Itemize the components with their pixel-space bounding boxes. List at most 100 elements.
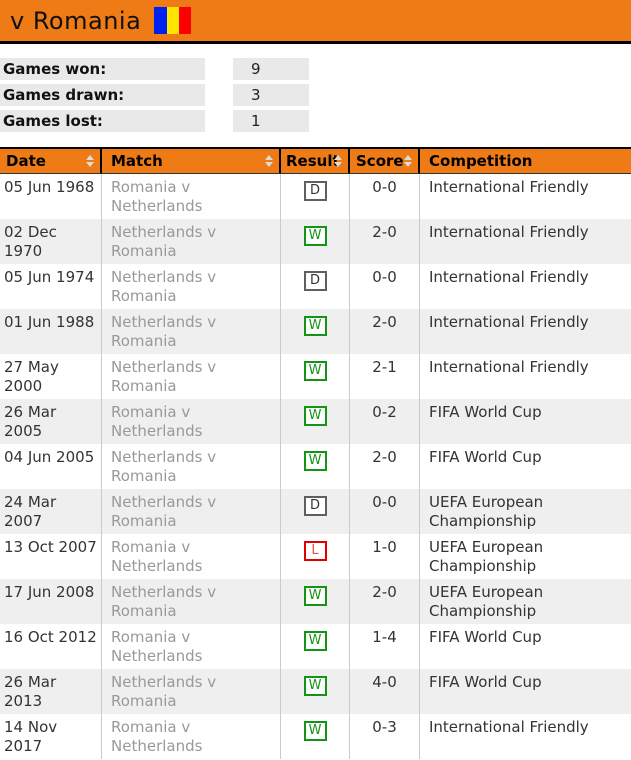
flag-stripe-blue (154, 7, 167, 34)
stat-label: Games drawn: (0, 84, 205, 106)
match-date: 05 Jun 1968 (0, 174, 102, 219)
result-badge: D (303, 271, 327, 291)
match-competition: FIFA World Cup (429, 628, 542, 646)
stat-value: 1 (233, 110, 309, 132)
result-badge: W (303, 226, 327, 246)
flag-stripe-yellow (166, 7, 179, 34)
result-badge: D (303, 496, 327, 516)
match-date: 01 Jun 1988 (0, 309, 102, 354)
match-date: 02 Dec 1970 (0, 219, 102, 264)
result-badge: L (303, 541, 327, 561)
match-competition: International Friendly (429, 268, 589, 286)
stat-label: Games won: (0, 58, 205, 80)
match-date: 05 Jun 1974 (0, 264, 102, 309)
match-result-cell: W (281, 399, 350, 444)
table-row: 17 Jun 2008 Netherlands v Romania W 2-0 UEFA… (0, 579, 631, 624)
results-table: Date Match Result Score Competition 05 Jun 1… (0, 147, 631, 759)
match-date: 26 Mar 2005 (0, 399, 102, 444)
match-date: 24 Mar 2007 (0, 489, 102, 534)
result-badge: W (303, 316, 327, 336)
match-result-cell: W (281, 714, 350, 759)
match-competition: UEFA European Championship (429, 538, 544, 575)
match-teams: Netherlands v Romania (102, 264, 281, 309)
table-row: 05 Jun 1974 Netherlands v Romania D 0-0 Inte… (0, 264, 631, 309)
match-score: 0-0 (350, 174, 420, 219)
match-teams: Netherlands v Romania (102, 219, 281, 264)
match-result-cell: W (281, 444, 350, 489)
match-result-cell: W (281, 309, 350, 354)
match-competition: International Friendly (429, 718, 589, 736)
column-header-date[interactable]: Date (0, 149, 102, 173)
match-competition: FIFA World Cup (429, 673, 542, 691)
match-result-cell: D (281, 264, 350, 309)
match-result-cell: D (281, 174, 350, 219)
stat-value: 3 (233, 84, 309, 106)
match-score: 0-3 (350, 714, 420, 759)
column-header-result[interactable]: Result (281, 149, 350, 173)
match-score: 0-0 (350, 264, 420, 309)
result-badge: W (303, 676, 327, 696)
column-header-label: Match (111, 152, 163, 170)
sort-icon[interactable] (86, 155, 94, 167)
match-date: 16 Oct 2012 (0, 624, 102, 669)
table-row: 27 May 2000 Netherlands v Romania W 2-1 Inte… (0, 354, 631, 399)
sort-up-arrow-icon (404, 155, 412, 160)
table-row: 05 Jun 1968 Romania v Netherlands D 0-0 Inte… (0, 174, 631, 219)
match-teams: Romania v Netherlands (102, 624, 281, 669)
table-row: 26 Mar 2013 Netherlands v Romania W 4-0 FIFA… (0, 669, 631, 714)
match-score: 2-0 (350, 309, 420, 354)
sort-up-arrow-icon (265, 155, 273, 160)
match-teams: Netherlands v Romania (102, 309, 281, 354)
match-result-cell: L (281, 534, 350, 579)
result-badge: D (303, 181, 327, 201)
romania-flag-icon (154, 7, 192, 34)
flag-stripe-red (178, 7, 192, 34)
match-teams: Romania v Netherlands (102, 534, 281, 579)
table-row: 26 Mar 2005 Romania v Netherlands W 0-2 FIFA… (0, 399, 631, 444)
match-score: 0-2 (350, 399, 420, 444)
table-row: 02 Dec 1970 Netherlands v Romania W 2-0 Inte… (0, 219, 631, 264)
stats-table: Games won: 9 Games drawn: 3 Games lost: 1 (0, 58, 631, 132)
match-competition: International Friendly (429, 178, 589, 196)
match-competition: International Friendly (429, 223, 589, 241)
result-badge: W (303, 361, 327, 381)
match-score: 1-0 (350, 534, 420, 579)
match-score: 2-1 (350, 354, 420, 399)
column-header-label: Competition (429, 152, 533, 170)
page-header: v Romania (0, 0, 631, 44)
sort-icon[interactable] (404, 155, 412, 167)
sort-down-arrow-icon (404, 162, 412, 167)
column-header-label: Result (286, 152, 340, 170)
match-competition: FIFA World Cup (429, 403, 542, 421)
match-score: 2-0 (350, 444, 420, 489)
stat-gap (205, 110, 233, 132)
match-date: 27 May 2000 (0, 354, 102, 399)
result-badge: W (303, 586, 327, 606)
match-competition: FIFA World Cup (429, 448, 542, 466)
sort-up-arrow-icon (334, 155, 342, 160)
column-header-competition: Competition (420, 149, 631, 173)
result-badge: W (303, 406, 327, 426)
results-table-body: 05 Jun 1968 Romania v Netherlands D 0-0 Inte… (0, 174, 631, 759)
match-competition: International Friendly (429, 313, 589, 331)
column-header-match[interactable]: Match (102, 149, 281, 173)
stat-label: Games lost: (0, 110, 205, 132)
sort-icon[interactable] (334, 155, 342, 167)
match-teams: Netherlands v Romania (102, 444, 281, 489)
sort-down-arrow-icon (86, 162, 94, 167)
match-result-cell: D (281, 489, 350, 534)
match-result-cell: W (281, 354, 350, 399)
sort-icon[interactable] (265, 155, 273, 167)
match-score: 2-0 (350, 219, 420, 264)
match-score: 1-4 (350, 624, 420, 669)
match-teams: Netherlands v Romania (102, 489, 281, 534)
match-date: 14 Nov 2017 (0, 714, 102, 759)
match-teams: Romania v Netherlands (102, 174, 281, 219)
sort-up-arrow-icon (86, 155, 94, 160)
column-header-score[interactable]: Score (350, 149, 420, 173)
result-badge: W (303, 721, 327, 741)
match-date: 26 Mar 2013 (0, 669, 102, 714)
match-date: 04 Jun 2005 (0, 444, 102, 489)
match-result-cell: W (281, 669, 350, 714)
table-row: 14 Nov 2017 Romania v Netherlands W 0-3 Inte… (0, 714, 631, 759)
